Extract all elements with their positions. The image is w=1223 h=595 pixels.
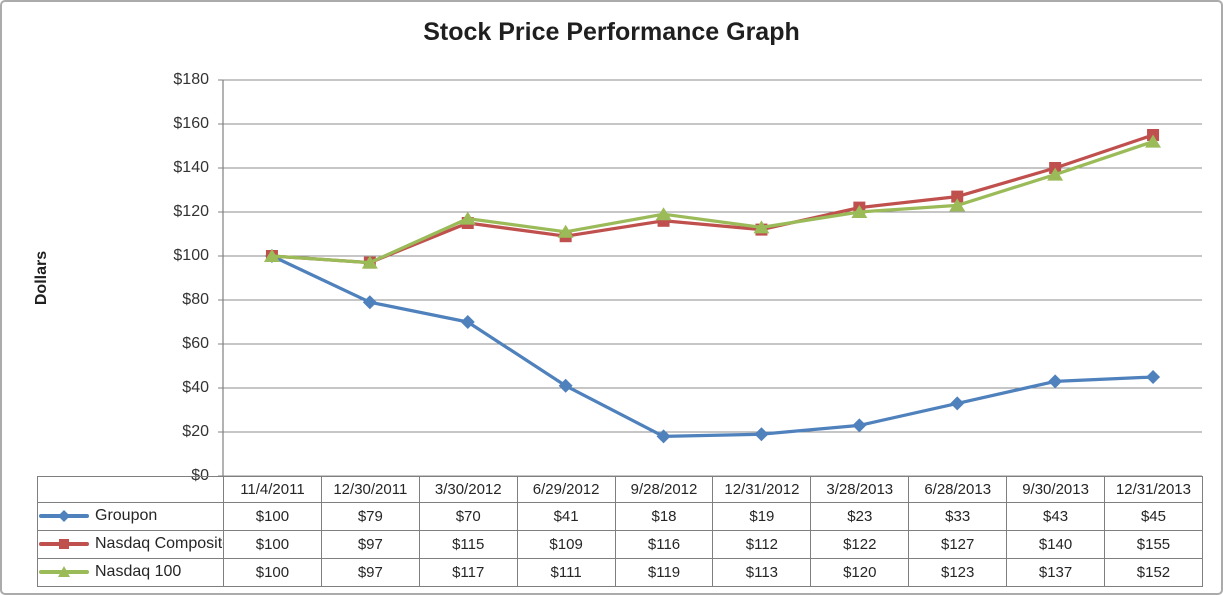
value-cell: $111 [516,558,616,587]
chart-title: Stock Price Performance Graph [423,18,800,46]
legend-cell-nasdaq-100: Nasdaq 100 [37,558,224,587]
value-cell: $33 [908,502,1008,531]
value-cell: $116 [614,530,714,559]
date-header-cell: 6/28/2013 [908,476,1008,503]
value-cell: $45 [1104,502,1203,531]
value-cell: $137 [1006,558,1106,587]
chart-data-table: 11/4/2011 12/30/2011 3/30/2012 6/29/2012 9/2… [37,476,1203,587]
date-header-cell: 12/31/2012 [712,476,812,503]
marker-groupon [1146,370,1161,384]
value-cell: $140 [1006,530,1106,559]
value-cell: $119 [614,558,714,587]
date-header-cell: 12/31/2013 [1104,476,1203,503]
y-tick-label: $40 [182,379,209,396]
series-line-nasdaq-composite [270,133,1155,265]
value-cell: $123 [908,558,1008,587]
y-tick-label: $60 [182,335,209,352]
marker-groupon [558,378,573,393]
value-cell: $97 [320,530,420,559]
date-header-cell: 9/30/2013 [1006,476,1106,503]
y-tick-label: $20 [182,423,209,440]
series-line-groupon [270,254,1155,439]
series-name-label: Nasdaq Composite [95,535,224,553]
value-cell: $117 [418,558,518,587]
value-cell: $23 [810,502,910,531]
table-row-nasdaq-composite: Nasdaq Composite $100 $97 $115 $109 $116 $112 $… [37,530,1203,559]
value-cell: $100 [223,502,322,531]
marker-nasdaq-100 [557,224,574,238]
date-header-cell: 3/28/2013 [810,476,910,503]
value-cell: $113 [712,558,812,587]
value-cell: $112 [712,530,812,559]
triangle-legend-key-icon [39,566,89,578]
y-tick-label: $160 [173,115,209,132]
value-cell: $100 [223,558,322,587]
table-row-groupon: Groupon $100 $79 $70 $41 $18 $19 $23 $33 $43 $45 [37,502,1203,531]
value-cell: $155 [1104,530,1203,559]
marker-groupon [950,396,965,411]
data-table: 11/4/2011 12/30/2011 3/30/2012 6/29/2012 9/2… [37,476,1203,587]
date-header-row: 11/4/2011 12/30/2011 3/30/2012 6/29/2012 9/2… [37,476,1203,503]
value-cell: $122 [810,530,910,559]
legend-cell-groupon: Groupon [37,502,224,531]
value-cell: $79 [320,502,420,531]
marker-nasdaq-100 [1145,134,1162,148]
value-cell: $43 [1006,502,1106,531]
marker-groupon [460,315,475,329]
date-header-cell: 9/28/2012 [614,476,714,503]
marker-groupon [1048,374,1063,389]
marker-nasdaq-composite [951,190,964,203]
marker-nasdaq-100 [263,249,280,262]
y-tick-label: $140 [173,159,209,176]
value-cell: $115 [418,530,518,559]
date-header-cell: 12/30/2011 [320,476,420,503]
date-header-cell: 11/4/2011 [223,476,322,503]
date-header-cell: 3/30/2012 [418,476,518,503]
square-legend-key-icon [39,539,89,550]
table-corner [37,476,224,503]
series-name-label: Nasdaq 100 [95,563,182,581]
diamond-legend-key-icon [39,510,89,523]
marker-nasdaq-100 [459,211,476,225]
value-cell: $127 [908,530,1008,559]
value-cell: $41 [516,502,616,531]
marker-groupon [754,427,769,442]
value-cell: $97 [320,558,420,587]
series-line-nasdaq-100 [270,139,1155,265]
date-header-cell: 6/29/2012 [516,476,616,503]
marker-nasdaq-100 [361,255,378,269]
legend-cell-nasdaq-composite: Nasdaq Composite [37,530,224,559]
value-cell: $19 [712,502,812,531]
y-tick-label: $80 [182,291,209,308]
value-cell: $120 [810,558,910,587]
marker-nasdaq-100 [1047,167,1064,181]
table-row-nasdaq-100: Nasdaq 100 $100 $97 $117 $111 $119 $113 $120 $12… [37,558,1203,587]
marker-groupon [362,295,377,310]
marker-groupon [656,429,671,444]
value-cell: $109 [516,530,616,559]
series-name-label: Groupon [95,507,158,525]
value-cell: $100 [223,530,322,559]
marker-nasdaq-100 [949,198,966,212]
y-tick-label: $120 [173,203,209,220]
value-cell: $18 [614,502,714,531]
value-cell: $152 [1104,558,1203,587]
y-tick-label: $100 [173,247,209,264]
y-tick-label: $180 [173,71,209,88]
marker-nasdaq-100 [851,205,868,218]
value-cell: $70 [418,502,518,531]
marker-groupon [852,418,867,433]
marker-nasdaq-100 [753,220,770,234]
marker-nasdaq-100 [655,207,672,221]
